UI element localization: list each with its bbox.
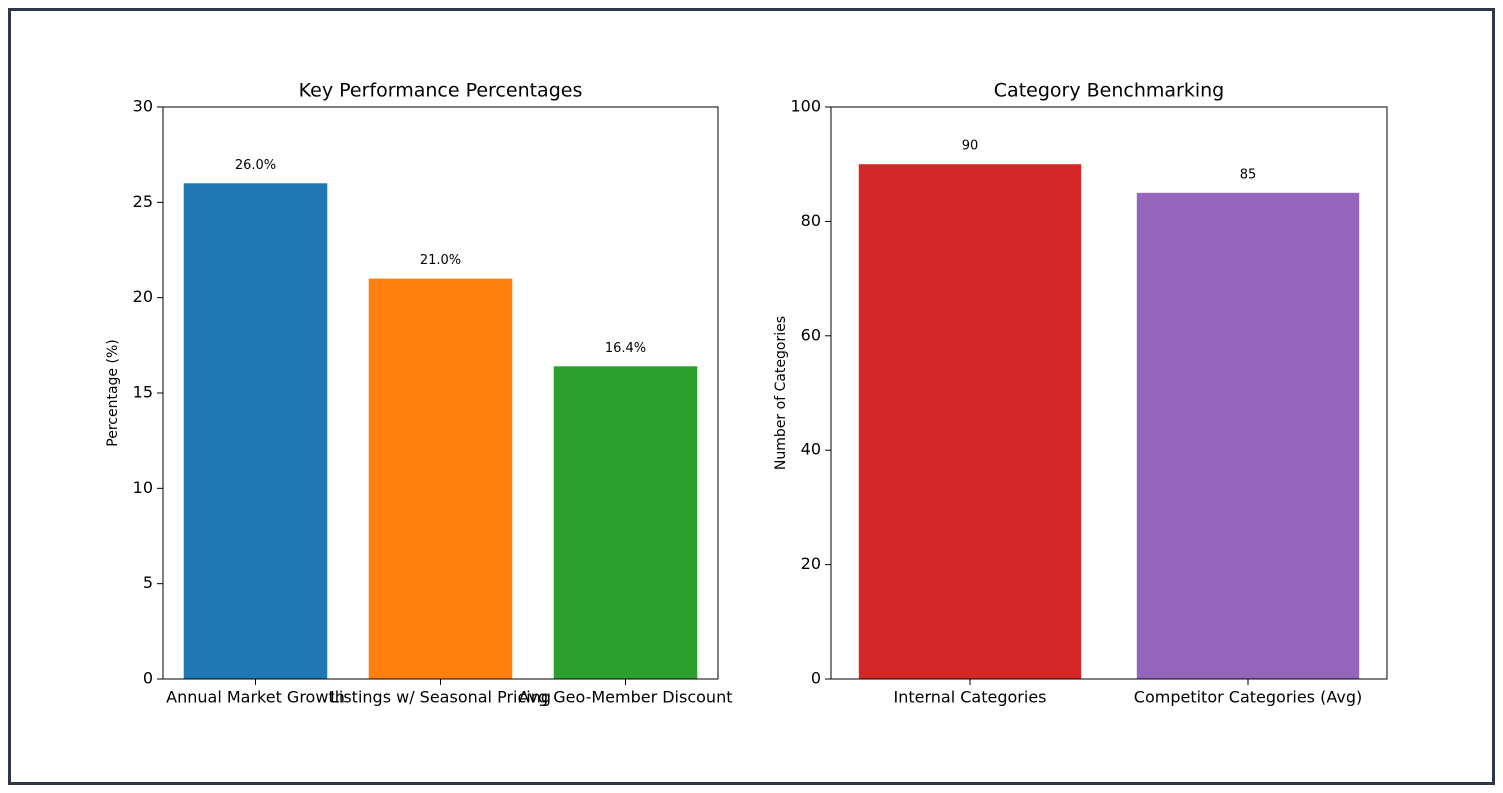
value-label: 21.0% bbox=[420, 253, 461, 268]
bar bbox=[183, 183, 328, 679]
y-tick-label: 10 bbox=[133, 478, 153, 497]
y-tick-label: 100 bbox=[790, 97, 821, 116]
y-tick-label: 20 bbox=[801, 554, 821, 573]
value-label: 85 bbox=[1240, 167, 1257, 182]
chart-title: Key Performance Percentages bbox=[299, 80, 583, 102]
y-tick-label: 80 bbox=[801, 211, 821, 230]
y-tick-label: 30 bbox=[133, 97, 153, 116]
chart-title: Category Benchmarking bbox=[994, 80, 1224, 102]
y-tick-label: 60 bbox=[801, 325, 821, 344]
y-tick-label: 25 bbox=[133, 192, 153, 211]
bar bbox=[1136, 192, 1360, 680]
y-tick-label: 5 bbox=[143, 573, 153, 592]
x-tick-label: Annual Market Growth bbox=[166, 688, 345, 707]
x-tick-label: Avg Geo-Member Discount bbox=[519, 688, 733, 707]
y-axis-label: Percentage (%) bbox=[105, 339, 121, 446]
y-tick-label: 0 bbox=[811, 669, 821, 688]
value-label: 16.4% bbox=[605, 341, 646, 356]
x-tick-label: Internal Categories bbox=[894, 688, 1047, 707]
bar bbox=[553, 366, 698, 679]
plot-frame bbox=[830, 106, 1388, 680]
value-label: 90 bbox=[962, 139, 979, 154]
x-tick-label: Competitor Categories (Avg) bbox=[1134, 688, 1362, 707]
y-tick-label: 20 bbox=[133, 287, 153, 306]
y-tick-label: 15 bbox=[133, 383, 153, 402]
value-label: 26.0% bbox=[235, 158, 276, 173]
plot-frame bbox=[162, 106, 719, 680]
y-tick-label: 40 bbox=[801, 440, 821, 459]
bar bbox=[858, 164, 1082, 679]
y-tick-label: 0 bbox=[143, 669, 153, 688]
x-tick-label: Listings w/ Seasonal Pricing bbox=[330, 688, 551, 707]
bar bbox=[368, 278, 513, 679]
y-axis-label: Number of Categories bbox=[773, 316, 789, 470]
